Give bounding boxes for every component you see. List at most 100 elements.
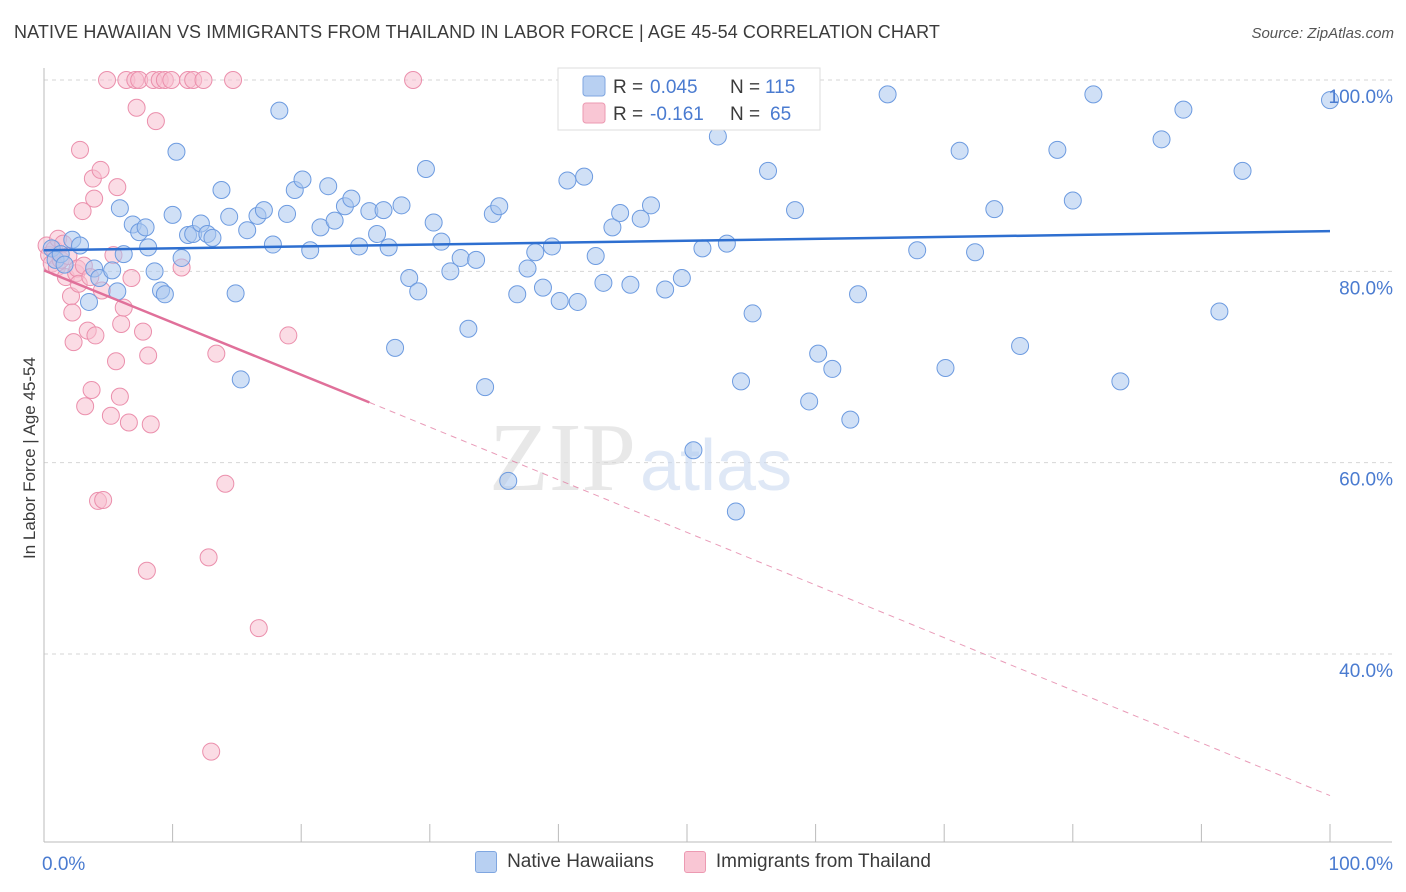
point-native [490,197,509,216]
point-native [476,378,495,397]
point-thai [64,333,83,352]
point-native [55,255,74,274]
stats-box: R = 0.045 N = 115 R = -0.161 N = 65 [557,67,821,131]
point-native [743,304,762,323]
point-native [238,221,257,240]
point-thai [108,178,127,197]
point-native [786,201,805,220]
point-native [451,248,470,267]
point-native [1063,191,1082,210]
point-native [319,177,338,196]
point-native [841,410,860,429]
stats-native-n-label: N = [730,77,760,98]
point-thai [224,71,243,89]
point-native [499,471,518,490]
stats-thai-n-label: N = [730,104,760,125]
point-thai [199,548,218,567]
point-native [823,359,842,378]
point-native [1233,161,1252,180]
point-native [203,228,222,247]
point-native [342,189,361,208]
point-thai [94,490,113,509]
y-tick-label: 80.0% [1339,278,1393,299]
point-native [985,200,1004,219]
point-thai [141,415,160,434]
point-native [726,502,745,521]
tick-labels: 100.0% 80.0% 60.0% 40.0% 0.0% 100.0% [42,87,1393,875]
point-native [379,238,398,257]
point-native [809,344,828,363]
point-native [693,239,712,258]
point-thai [249,619,268,638]
point-native [586,247,605,266]
point-thai [404,71,423,89]
point-thai [112,314,131,333]
point-native [542,237,561,256]
point-native [103,261,122,280]
point-thai [162,71,181,89]
point-native [508,285,527,304]
point-native [1321,91,1339,110]
chart-title: NATIVE HAWAIIAN VS IMMIGRANTS FROM THAIL… [14,22,940,42]
point-native [1174,100,1193,119]
point-native [558,171,577,190]
point-native [400,269,419,288]
stats-native-r: 0.045 [650,77,698,98]
point-native [759,161,778,180]
point-thai [110,387,129,406]
point-native [732,372,751,391]
point-native [220,207,239,226]
legend-item-thai[interactable]: Immigrants from Thailand [683,851,931,873]
point-native [263,235,282,254]
point-native [550,291,569,310]
trend-lines [43,229,1331,797]
point-native [684,441,703,460]
point-native [1152,130,1171,149]
point-native [80,292,99,311]
point-thai [134,322,153,341]
point-native [467,250,486,269]
point-native [518,259,537,278]
point-native [849,285,868,304]
y-tick-label: 100.0% [1329,87,1394,108]
point-native [656,280,675,299]
stats-native-r-label: R = [613,77,643,98]
point-thai [127,98,146,117]
legend-label-thai: Immigrants from Thailand [715,851,931,872]
point-native [966,243,985,262]
point-native [533,278,552,297]
point-native [163,205,182,224]
point-native [71,236,90,255]
point-native [416,159,435,178]
point-native [1210,302,1229,321]
point-native [575,167,594,186]
legend-label-native: Native Hawaiians [507,851,654,872]
watermark: ZIP atlas [489,404,792,512]
chart-source: Source: ZipAtlas.com [1251,25,1394,42]
y-tick-label: 60.0% [1339,470,1393,491]
legend-swatch-native [475,851,498,873]
axes [43,68,1392,843]
point-native [1011,336,1030,355]
point-native [301,241,320,260]
point-native [167,142,186,161]
point-thai [194,71,213,89]
point-thai [139,346,158,365]
point-thai [76,397,95,416]
x-tick-label: 0.0% [42,854,85,875]
point-native [226,284,245,303]
point-thai [137,561,156,580]
point-thai [91,160,110,179]
point-native [1048,140,1067,159]
native-points [42,83,1339,521]
point-native [325,211,344,230]
point-native [936,358,955,377]
y-tick-label: 40.0% [1339,661,1393,682]
point-native [270,101,289,120]
point-thai [146,112,165,131]
point-thai [101,406,120,425]
point-native [950,141,969,160]
legend-item-native[interactable]: Native Hawaiians [475,851,654,873]
point-thai [73,202,92,221]
point-native [386,338,405,357]
